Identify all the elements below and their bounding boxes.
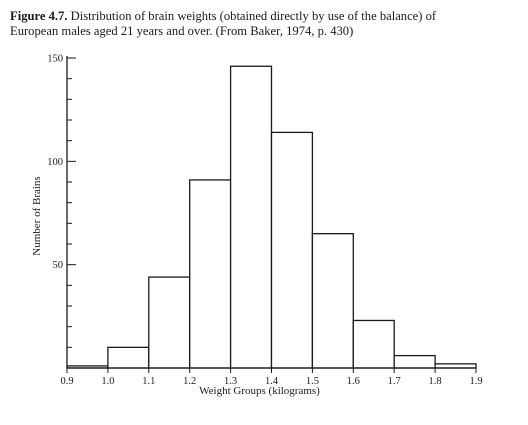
x-tick-label: 1.8 bbox=[429, 376, 442, 387]
x-tick-label: 1.7 bbox=[388, 376, 401, 387]
axes-layer bbox=[66, 56, 477, 373]
labels-layer: 0.9 1.0 1.1 1.2 1.3 1.4 1.5 1.6 1.7 1.8 1.9 50 100 15… bbox=[31, 54, 483, 398]
x-tick-label: 1.5 bbox=[306, 376, 319, 387]
figure-caption: Figure 4.7. Distribution of brain weight… bbox=[10, 9, 522, 39]
figure-label: Figure 4.7. bbox=[10, 9, 68, 23]
caption-text-1: Distribution of brain weights (obtained … bbox=[70, 9, 437, 23]
histogram-bar-7 bbox=[352, 319, 395, 369]
caption-text-2: European males aged 21 years and over. (… bbox=[10, 24, 354, 38]
x-tick-label: 1.2 bbox=[183, 376, 196, 387]
x-tick-label: 1.4 bbox=[265, 376, 279, 387]
histogram-bar-6 bbox=[311, 233, 354, 369]
histogram-bar-1 bbox=[107, 346, 150, 369]
y-tick-label: 100 bbox=[47, 157, 63, 168]
histogram-bar-5 bbox=[270, 131, 314, 369]
histogram-bar-3 bbox=[189, 179, 232, 369]
x-tick-label: 0.9 bbox=[60, 376, 73, 387]
x-tick-label: 1.1 bbox=[142, 376, 155, 387]
y-tick-label: 150 bbox=[47, 54, 63, 65]
x-axis-label: Weight Groups (kilograms) bbox=[199, 385, 320, 397]
caption-line-1: Figure 4.7. Distribution of brain weight… bbox=[10, 9, 522, 24]
x-tick-label: 1.3 bbox=[224, 376, 237, 387]
x-tick-label: 1.9 bbox=[469, 376, 482, 387]
bars-layer bbox=[66, 65, 477, 369]
y-axis-label: Number of Brains bbox=[31, 176, 43, 255]
y-tick-label: 50 bbox=[53, 260, 64, 271]
caption-line-2: European males aged 21 years and over. (… bbox=[10, 24, 522, 39]
histogram-bar-4 bbox=[229, 65, 273, 369]
histogram-bar-8 bbox=[393, 354, 436, 369]
x-tick-label: 1.6 bbox=[347, 376, 360, 387]
x-tick-label: 1.0 bbox=[101, 376, 114, 387]
histogram-bar-2 bbox=[148, 276, 191, 369]
